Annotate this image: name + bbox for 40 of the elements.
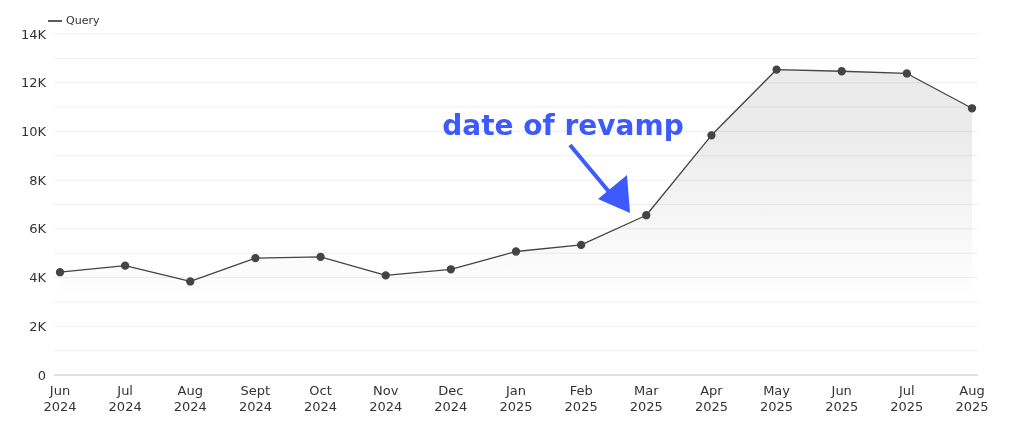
point <box>381 271 390 280</box>
x-tick-label: Nov 2024 <box>369 383 403 414</box>
point <box>707 131 716 140</box>
x-tick-label: Sept 2024 <box>238 383 272 414</box>
y-tick-label: 2K <box>29 318 47 334</box>
point <box>902 69 912 78</box>
y-tick-label: 4K <box>29 270 47 286</box>
x-tick-label: Apr 2025 <box>694 383 728 414</box>
point <box>446 265 456 274</box>
point <box>120 261 130 270</box>
y-tick-label: 14K <box>20 26 47 42</box>
legend-label: Query <box>66 14 100 27</box>
point <box>316 252 325 262</box>
x-tick-label: Feb 2025 <box>564 383 598 414</box>
x-tick-label: Aug 2024 <box>173 383 207 414</box>
x-tick-label: Jun 2024 <box>43 383 77 414</box>
point <box>186 277 195 286</box>
point <box>576 240 586 250</box>
x-tick-label: May 2025 <box>760 383 794 414</box>
y-tick-label: 8K <box>29 172 47 188</box>
x-tick-label: Aug 2025 <box>955 383 989 414</box>
x-tick-label: Mar 2025 <box>629 383 663 414</box>
y-tick-label: 0 <box>37 367 46 383</box>
point <box>642 211 651 220</box>
point <box>837 67 846 76</box>
x-tick-label: Jun 2025 <box>825 383 859 414</box>
x-tick-label: Jan 2025 <box>499 383 533 414</box>
y-tick-label: 12K <box>20 75 47 91</box>
point <box>55 268 65 277</box>
y-tick-label: 10K <box>20 124 47 140</box>
point <box>511 247 521 256</box>
annotation: date of revamp <box>442 109 684 142</box>
point <box>772 65 781 74</box>
y-tick-label: 6K <box>29 221 47 237</box>
x-tick-label: Oct 2024 <box>304 383 338 414</box>
point <box>967 104 977 113</box>
x-tick-label: Jul 2025 <box>890 383 924 414</box>
x-tick-label: Dec 2024 <box>434 383 468 414</box>
x-tick-label: Jul 2024 <box>108 383 142 414</box>
point <box>251 253 260 263</box>
